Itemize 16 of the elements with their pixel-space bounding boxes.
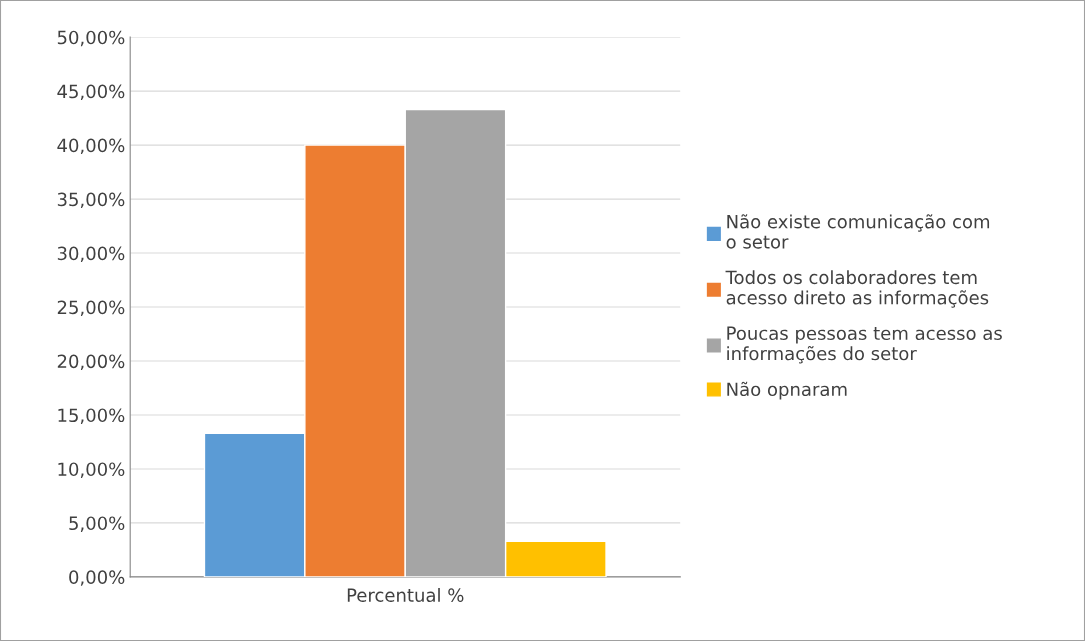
legend-label: Não opnaram (727, 381, 847, 400)
legend-label: Todos os colaboradores tem acesso direto as informações (725, 270, 989, 308)
legend-label: Não existe comunicação com o setor (726, 214, 990, 249)
y-tick-label: 40,00% (57, 138, 125, 155)
y-tick-label: 5,00% (69, 516, 125, 532)
y-tick-label: 30,00% (57, 246, 125, 263)
y-tick-label: 20,00% (57, 354, 125, 370)
y-tick-label: 10,00% (58, 462, 125, 478)
y-tick-label: 15,00% (58, 408, 125, 424)
y-tick-label: 35,00% (57, 192, 125, 209)
legend-label: Poucas pessoas tem acesso as informações do setor (727, 326, 1002, 364)
y-tick-label: 45,00% (57, 84, 125, 101)
y-tick-label: 0,00% (69, 570, 125, 586)
y-tick-label: 25,00% (57, 300, 125, 316)
y-tick-label: 50,00% (57, 30, 125, 47)
x-tick-label: Percentual % (347, 588, 464, 602)
